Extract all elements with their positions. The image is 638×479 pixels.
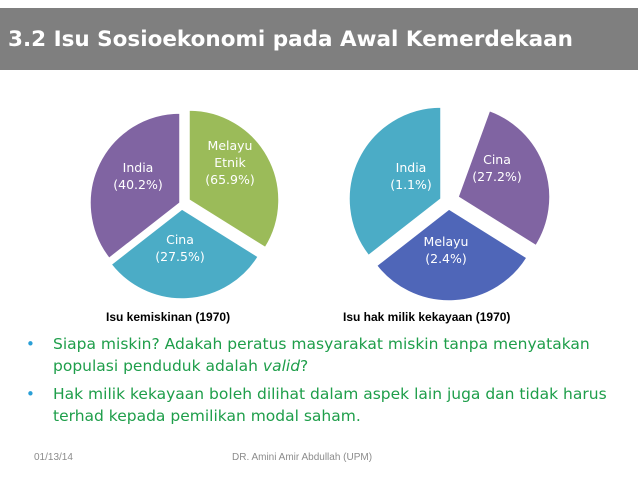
bullet-item-1: • Siapa miskin? Adakah peratus masyaraka… bbox=[26, 333, 611, 377]
bullet-list: • Siapa miskin? Adakah peratus masyaraka… bbox=[26, 333, 611, 433]
pie-1-slice-cina bbox=[110, 208, 260, 300]
slide-title: 3.2 Isu Sosioekonomi pada Awal Kemerdeka… bbox=[8, 26, 573, 52]
footer-author: DR. Amini Amir Abdullah (UPM) bbox=[232, 452, 373, 463]
pie-1-label-3-name: India bbox=[123, 160, 154, 175]
pie-1-label-2-value: (27.5%) bbox=[155, 249, 204, 264]
pie-1-label-1-name: Melayu bbox=[208, 138, 253, 153]
pie-2-slice-cina bbox=[457, 109, 551, 247]
chart-caption-left: Isu kemiskinan (1970) bbox=[106, 310, 231, 324]
bullet-1-text: Siapa miskin? Adakah peratus masyarakat … bbox=[53, 335, 590, 375]
chart-caption-right: Isu hak milik kekayaan (1970) bbox=[343, 310, 511, 324]
bullet-1-italic: valid bbox=[262, 357, 301, 375]
pie-2-label-3-name: India bbox=[396, 160, 427, 175]
pie-1-label-2-name: Cina bbox=[166, 232, 194, 247]
pie-1-label-3-value: (40.2%) bbox=[113, 177, 162, 192]
pie-2-slice-melayu bbox=[375, 208, 529, 302]
bullet-item-2: • Hak milik kekayaan boleh dilihat dalam… bbox=[26, 383, 611, 427]
pie-1-label-1-name: Etnik bbox=[214, 155, 246, 170]
bullet-1-end: ? bbox=[300, 357, 309, 375]
pie-1-label-1-value: (65.9%) bbox=[205, 172, 254, 187]
bullet-icon: • bbox=[26, 385, 35, 403]
pie-charts: Melayu Etnik (65.9%) Cina (27.5%) India (40.2%… bbox=[89, 106, 551, 302]
bullet-icon: • bbox=[26, 335, 35, 353]
pie-2-label-1-name: Cina bbox=[483, 152, 511, 167]
footer-date: 01/13/14 bbox=[34, 452, 73, 463]
pie-1-slice-india bbox=[89, 112, 181, 260]
pie-2-label-2-value: (2.4%) bbox=[425, 251, 467, 266]
pie-2-label-1-value: (27.2%) bbox=[472, 169, 521, 184]
pie-2-label-3-value: (1.1%) bbox=[390, 177, 432, 192]
pie-2-label-2-name: Melayu bbox=[424, 234, 469, 249]
pie-2-slice-india bbox=[348, 106, 442, 257]
bullet-2-text: Hak milik kekayaan boleh dilihat dalam a… bbox=[53, 385, 607, 425]
title-bar: 3.2 Isu Sosioekonomi pada Awal Kemerdeka… bbox=[0, 8, 638, 70]
pie-1-slice-melayu-etnik bbox=[188, 109, 280, 249]
